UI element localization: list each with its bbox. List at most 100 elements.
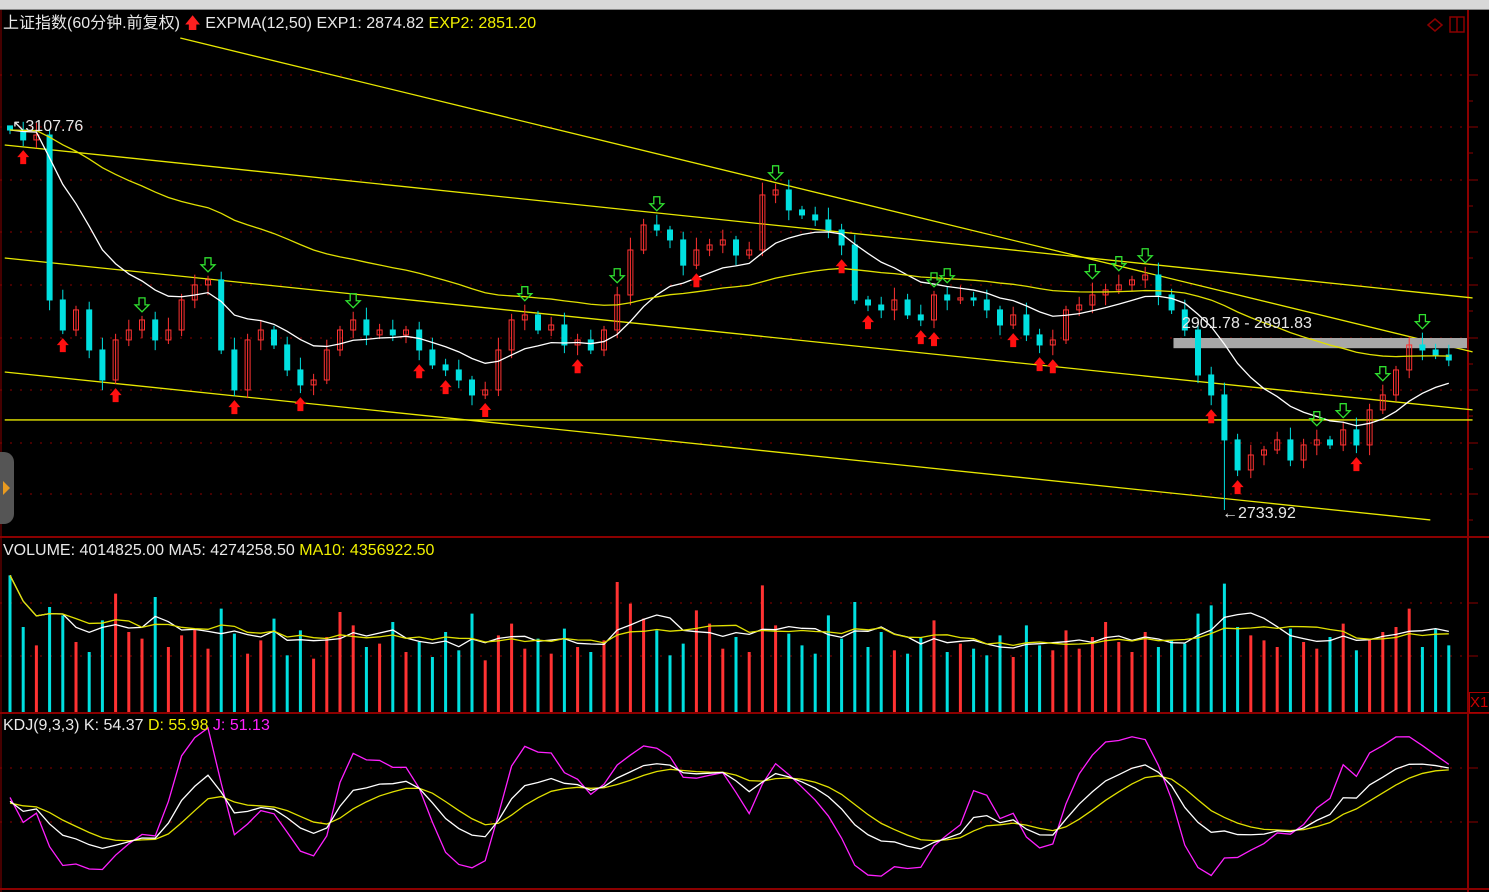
candle-down [799,209,805,216]
candle-up [1406,344,1413,371]
trendline [180,37,1473,353]
buy-arrow-icon [914,330,927,345]
buy-arrow-icon [413,364,426,379]
candle-up [627,249,634,296]
candle-down [1195,329,1201,376]
sell-arrow-icon [1110,256,1128,272]
candle-up [693,249,700,266]
candle-down [1353,429,1360,446]
chart-title: 上证指数(60分钟.前复权) [3,15,180,32]
candle-down [152,319,159,341]
buy-arrow-icon [479,403,492,418]
candle-down [1155,274,1162,296]
up-arrow-icon: 🡅 [184,15,201,32]
candle-up [1366,409,1373,446]
kdj-panel [9,726,1450,877]
candle-up [191,284,198,301]
kdj-name: KDJ(9,3,3) [3,717,80,734]
candle-down [1287,439,1294,461]
candle-up [640,224,647,251]
candle-down [733,239,739,256]
buy-arrow-icon [1205,409,1218,424]
d-value: D: 55.98 [147,717,209,734]
candle-down [284,344,291,371]
sell-arrow-icon [1136,248,1154,264]
candle-up [205,279,211,286]
candle-down [469,379,475,396]
sell-arrow-icon [1308,411,1326,427]
buy-arrow-icon [1046,359,1059,374]
kdj-d-line [9,768,1449,842]
candle-up [257,329,264,341]
candle-up [1076,304,1083,311]
trendline [4,371,1431,521]
candle-down [587,339,594,351]
candle-down [785,189,792,211]
candle-up [323,349,330,381]
candle-down [865,299,871,306]
candle-down [271,329,277,346]
candle-down [535,314,541,331]
candle-up [403,329,409,336]
sell-arrow-icon [648,196,666,212]
candle-down [218,279,225,351]
exp1-value: EXP1: 2874.82 [316,15,425,32]
exp2-line [9,129,1449,358]
buy-arrow-icon [56,338,69,353]
candle-down [983,299,990,311]
kdj-j-line [9,726,1450,877]
volume-header: VOLUME: 4014825.00 MA5: 4274258.50 MA10:… [3,542,434,560]
top-toolbar [0,0,1489,10]
candle-down [297,369,304,386]
sell-arrow-icon [516,286,534,302]
buy-arrow-icon [439,380,452,395]
candle-up [139,319,145,331]
candle-up [1247,454,1254,471]
candle-down [1234,439,1241,471]
sell-arrow-icon [1374,366,1392,382]
candle-down [46,134,53,301]
candle-down [851,244,858,301]
candle-down [1023,314,1030,336]
candle-down [970,297,977,301]
buy-arrow-icon [17,150,30,165]
k-value: K: 54.37 [83,717,144,734]
range-band-label: 2901.78 - 2891.83 [1182,315,1312,332]
side-panel-toggle[interactable] [0,452,14,524]
candle-up [1340,429,1347,446]
kdj-header: KDJ(9,3,3) K: 54.37 D: 55.98 J: 51.13 [3,717,270,735]
candle-down [1445,354,1452,361]
candle-up [508,319,515,351]
kdj-k-line [9,763,1449,850]
candle-up [1063,309,1069,341]
candle-up [1313,439,1320,446]
indicator-name: EXPMA(12,50) [205,15,312,32]
buy-arrow-icon [928,332,940,347]
candle-up [1129,279,1135,286]
high-price-label: ↖3107.76 [12,118,84,135]
candle-up [706,244,713,251]
sell-arrow-icon [1413,314,1431,330]
candle-up [1089,294,1096,306]
candle-up [1115,284,1122,291]
candle-up [1393,369,1399,396]
candle-up [521,314,528,321]
candle-up [165,329,172,341]
candle-down [667,229,673,241]
diamond-icon[interactable] [1426,18,1444,32]
candle-up [125,329,132,341]
candle-up [350,319,357,331]
candle-down [99,349,106,381]
sell-arrow-icon [925,272,943,288]
candle-down [904,299,911,316]
scale-button[interactable]: X1 [1469,692,1489,713]
candle-up [1049,339,1056,346]
buy-arrow-icon [862,315,874,330]
candle-down [455,369,462,381]
candle-up [1274,439,1281,451]
candle-down [561,324,568,346]
candle-down [812,214,819,221]
candle-up [1379,394,1386,411]
trendlines [4,37,1473,521]
buy-arrow-icon [294,397,307,412]
